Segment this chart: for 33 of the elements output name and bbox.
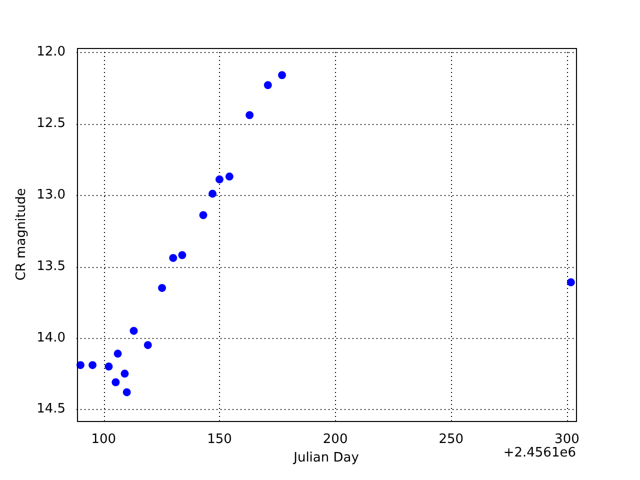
point: [120, 370, 129, 378]
point: [169, 254, 178, 262]
y-tick-label: 14.0: [36, 330, 66, 346]
point: [88, 361, 97, 370]
point: [112, 378, 120, 386]
x-tick-label: 300: [554, 432, 580, 447]
point: [178, 251, 186, 260]
point: [104, 362, 113, 371]
y-tick-label: 12.5: [36, 116, 66, 132]
point: [225, 172, 234, 181]
point: [264, 81, 272, 90]
y-tick-label: 13.5: [36, 258, 66, 274]
x-tick-label: 250: [438, 432, 464, 447]
point: [566, 278, 575, 286]
point: [114, 350, 122, 358]
y-tick-label: 12.0: [36, 44, 66, 60]
x-tick-label: 150: [207, 432, 232, 447]
y-tick-label: 13.0: [36, 187, 66, 202]
point: [158, 284, 166, 292]
y-axis-title: CR magnitude: [14, 188, 30, 281]
x-tick-label: 200: [322, 432, 348, 447]
point: [278, 71, 286, 80]
y-tick-label: 14.5: [36, 402, 66, 417]
x-tick-label: 100: [91, 432, 116, 447]
point: [199, 211, 208, 220]
point: [144, 341, 152, 350]
point: [215, 175, 224, 184]
text: +2.4561e6: [503, 446, 576, 461]
x-axis-title: Julian Day: [292, 450, 360, 466]
point: [246, 111, 254, 120]
point: [122, 388, 131, 396]
point: [208, 190, 217, 198]
point: [130, 326, 138, 335]
